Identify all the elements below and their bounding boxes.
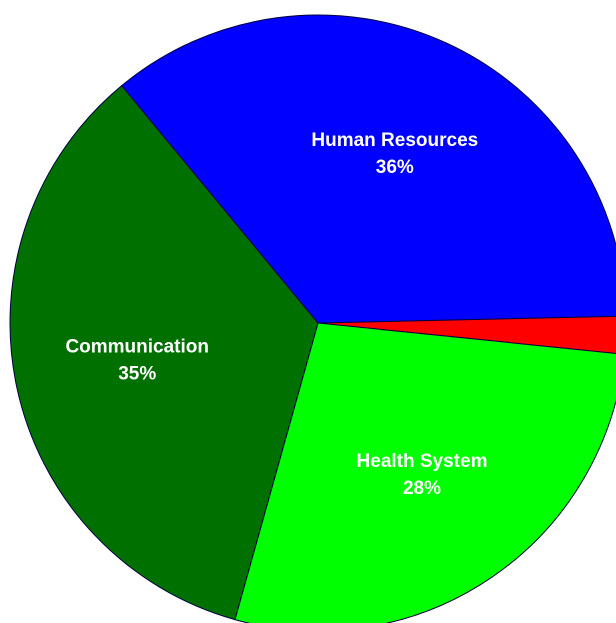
slice-label: Human Resources (311, 130, 478, 151)
slice-value-label: 28% (403, 478, 441, 499)
slice-value-label: 36% (376, 157, 414, 178)
slice-label: Communication (65, 336, 209, 357)
slice-value-label: 35% (118, 363, 156, 384)
slice-label: Health System (357, 451, 488, 472)
pie-slice (234, 322, 616, 623)
pie-slice (9, 84, 319, 621)
pie-slice (120, 14, 616, 324)
pie-slice (317, 315, 616, 355)
